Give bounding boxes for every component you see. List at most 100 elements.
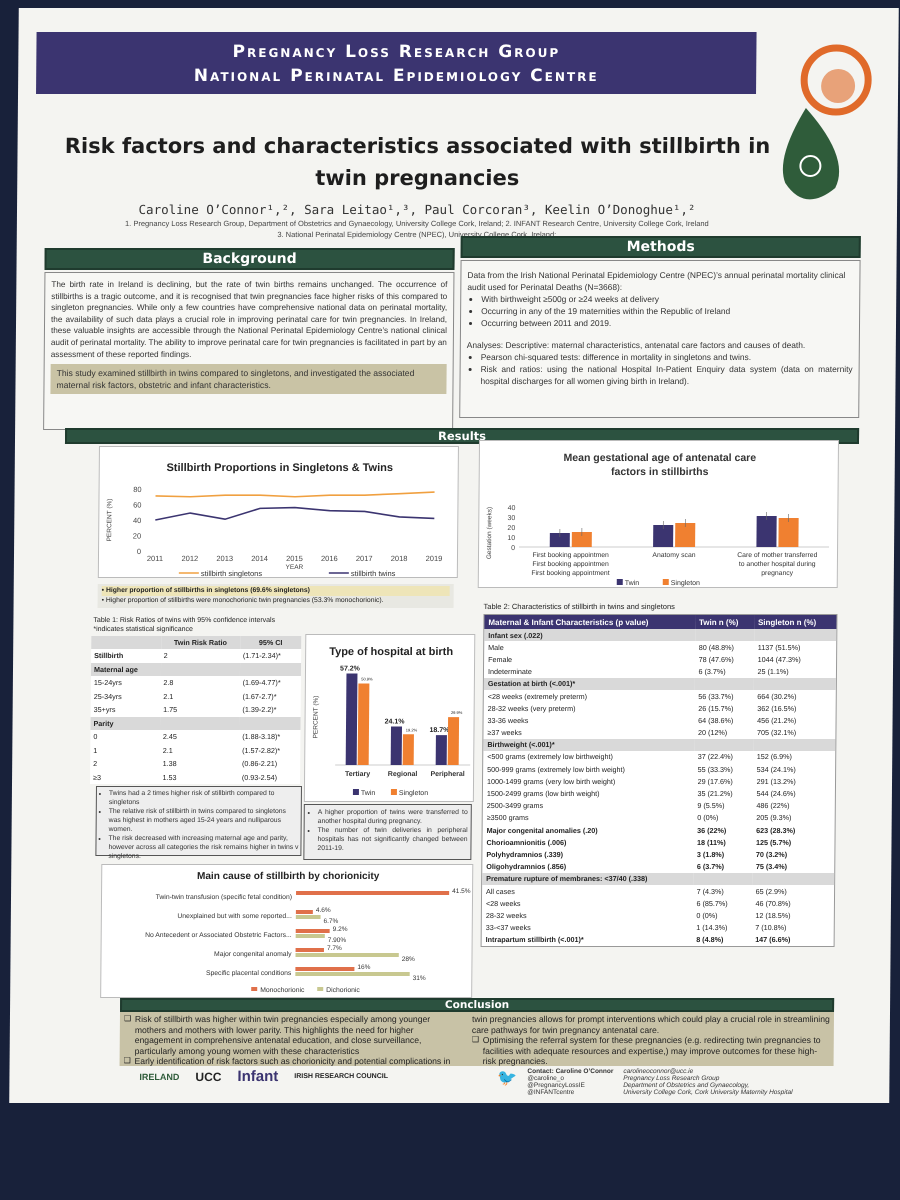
table2-cell: Premature rupture of membranes: <37/40 (… xyxy=(482,872,693,885)
methods-box: Data from the Irish National Perinatal E… xyxy=(459,260,861,418)
table1-cell xyxy=(239,662,302,676)
methods-bullet: With birthweight ≥500g or ≥24 weeks at d… xyxy=(481,293,853,305)
table2-cell: Indeterminate xyxy=(487,667,532,677)
table1-cell: 2.8 xyxy=(163,678,174,688)
conclusion-box: Risk of stillbirth was higher within twi… xyxy=(119,1012,835,1066)
table2-row: 1500-2499 grams (low birth weight) 35 (21… xyxy=(483,787,835,799)
legend-swatch xyxy=(616,579,623,585)
ucc-logo: UCC xyxy=(195,1069,222,1084)
table2-row: 33-36 weeks 64 (38.6%) 456 (21.2%) xyxy=(484,714,836,726)
table1-cell xyxy=(239,716,301,730)
chart-title: Main cause of stillbirth by chorionicity xyxy=(197,871,380,882)
table2-cell: 500-999 grams (extremely low birth weigh… xyxy=(487,764,626,774)
table2-row: Gestation at birth (<.001)* xyxy=(483,677,836,690)
table2-row: <28 weeks 6 (85.7%) 46 (70.8%) xyxy=(482,897,834,909)
category-label: Major congenital anomaly xyxy=(214,951,292,958)
category-label: pregnancy xyxy=(761,570,793,577)
table2-cell: Intrapartum stillbirth (<.001)* xyxy=(485,935,584,945)
data-label: 18.7% xyxy=(430,727,451,734)
methods-bullet: Pearson chi-squared tests: difference in… xyxy=(481,351,853,363)
table2-cell: 1 (14.3%) xyxy=(696,923,728,933)
table2-cell: 8 (4.8%) xyxy=(696,935,724,945)
table2-cell: 0 (0%) xyxy=(697,813,719,823)
table2-cell: 78 (47.6%) xyxy=(698,654,734,664)
table2-cell xyxy=(752,738,836,751)
table2-cell xyxy=(692,872,752,885)
table2-head: Singleton n (%) xyxy=(753,615,837,629)
table1-head: Twin Risk Ratio xyxy=(160,636,241,649)
table2-cell xyxy=(693,738,753,751)
table2-cell: 25 (1.1%) xyxy=(757,667,789,677)
table2-row: Chorioamnionitis (.006) 18 (11%) 125 (5.7%… xyxy=(482,836,834,848)
methods-heading: Methods xyxy=(460,236,861,258)
handle: @caroline_o xyxy=(527,1075,564,1082)
category-label: Regional xyxy=(388,771,418,778)
bar xyxy=(357,683,370,766)
table2-cell: 623 (28.3%) xyxy=(756,825,796,835)
finding-1-text: Higher proportion of stillbirths in sing… xyxy=(105,587,310,594)
authors: Caroline O’Connor¹,², Sara Leitao¹,³, Pa… xyxy=(138,202,696,217)
table2-cell: 3 (1.8%) xyxy=(696,849,725,859)
data-label: 28% xyxy=(402,956,415,963)
table2-cell: 65 (2.9%) xyxy=(755,886,787,896)
affiliation-line: 1. Pregnancy Loss Research Group, Depart… xyxy=(124,219,709,228)
table2-cell: 1044 (47.3%) xyxy=(757,654,801,664)
table2-row: 500-999 grams (extremely low birth weigh… xyxy=(483,763,835,775)
y-axis-label: PERCENT (%) xyxy=(106,499,113,542)
contact-email: carolineoconnor@ucc.ie xyxy=(623,1068,694,1075)
table2-row: ≥37 weeks 20 (12%) 705 (32.1%) xyxy=(483,727,835,739)
table2-cell: 75 (3.4%) xyxy=(755,862,788,872)
table1-notes: Twins had a 2 times higher risk of still… xyxy=(95,786,302,860)
table2-cell: 6 (3.7%) xyxy=(698,667,726,677)
table2-cell: ≥3500 grams xyxy=(486,813,529,823)
contact-uni: University College Cork, Cork University… xyxy=(623,1089,793,1096)
table2-header-row: Maternal & Infant Characteristics (p val… xyxy=(484,615,837,629)
hospital-note-item: The number of twin deliveries in periphe… xyxy=(317,826,467,853)
category-label: Peripheral xyxy=(430,771,464,778)
legend-label: Twin xyxy=(361,790,376,797)
data-label: 29.9% xyxy=(451,710,463,715)
table1-row: Parity xyxy=(90,716,301,730)
data-label: 6.7% xyxy=(323,918,338,925)
bar xyxy=(295,915,321,919)
table1-cell: (1.67-2.7)* xyxy=(242,691,277,701)
table2-cell: Oligohydramnios (.856) xyxy=(486,862,567,872)
header-line-1: Pregnancy Loss Research Group xyxy=(232,42,561,62)
table1-cell: Parity xyxy=(90,716,161,730)
table2-cell: 80 (48.8%) xyxy=(698,642,734,652)
bar xyxy=(295,948,324,952)
table2-row: Intrapartum stillbirth (<.001)* 8 (4.8%) 1… xyxy=(482,934,834,946)
table2-cell: 456 (21.2%) xyxy=(757,715,797,725)
table2-cell: 55 (33.3%) xyxy=(697,764,733,774)
chart-title: Stillbirth Proportions in Singletons & T… xyxy=(166,462,393,474)
y-tick-label: 30 xyxy=(507,515,515,522)
table1-row: 0 2.45 (1.88-3.18)* xyxy=(90,730,300,744)
table2-caption: Table 2: Characteristics of stillbirth i… xyxy=(483,602,675,611)
footer-contact: 🐦 Contact: Caroline O’Connor @caroline_o… xyxy=(497,1068,793,1096)
series-line xyxy=(155,506,435,521)
handle: @PregnancyLossIE xyxy=(527,1082,585,1089)
table2-cell: 56 (33.7%) xyxy=(698,691,734,701)
bar xyxy=(675,523,696,547)
x-tick-label: 2019 xyxy=(426,554,443,563)
data-label: 16% xyxy=(357,964,370,971)
conclusion-heading: Conclusion xyxy=(120,998,835,1012)
footer-logos: IRELAND UCC Infant IRISH RESEARCH COUNCI… xyxy=(139,1068,388,1085)
table1-cell: 0 xyxy=(93,732,98,742)
finding-2: • Higher proportion of stillbirths were … xyxy=(101,597,384,604)
table2-cell: <500 grams (extremely low birthweight) xyxy=(487,752,613,762)
cause-chart-card: Main cause of stillbirth by chorionicity… xyxy=(100,864,474,998)
data-label: 4.6% xyxy=(316,907,331,914)
table1-cell: Stillbirth xyxy=(94,651,124,661)
table2-cell xyxy=(751,872,835,885)
table2-cell: 6 (85.7%) xyxy=(696,898,728,908)
table1-cell: ≥3 xyxy=(93,772,102,782)
data-label: 7.90% xyxy=(328,937,347,944)
category-label: First booking appointment xyxy=(531,570,609,577)
table2-cell: 18 (11%) xyxy=(697,837,726,847)
y-tick-label: 20 xyxy=(507,525,515,532)
table2-cell: 28-32 weeks xyxy=(485,910,527,920)
y-tick-label: 0 xyxy=(511,545,515,552)
table1-cell xyxy=(160,662,240,676)
table2-row: <500 grams (extremely low birthweight) 37… xyxy=(483,751,835,763)
